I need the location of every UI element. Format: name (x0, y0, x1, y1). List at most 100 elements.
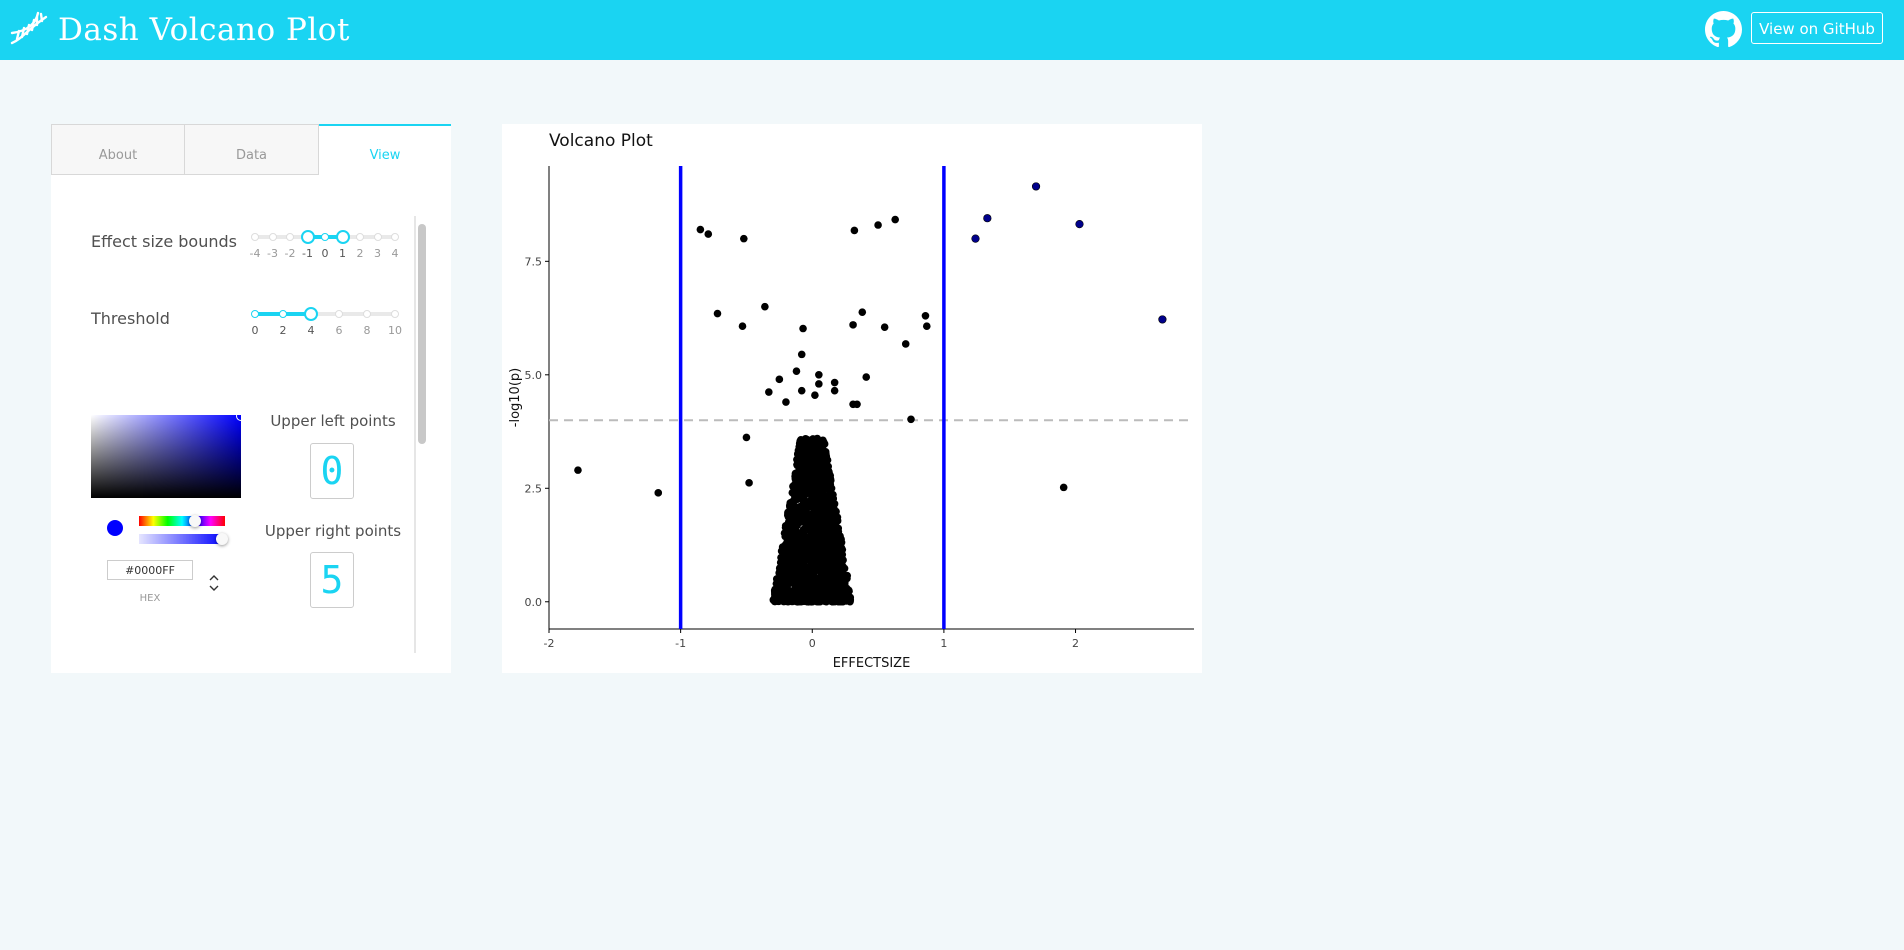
data-point (805, 532, 814, 541)
data-point (797, 350, 806, 359)
highlighted-data-point (983, 214, 992, 223)
data-point (792, 367, 801, 375)
effect-size-slider-mark-label: -2 (284, 247, 296, 260)
hue-slider[interactable] (139, 516, 225, 526)
data-point (782, 398, 790, 406)
x-tick-label: 1 (940, 637, 947, 650)
color-saturation-area[interactable] (91, 415, 241, 498)
tab-about[interactable]: About (51, 124, 185, 175)
tab-view[interactable]: View (319, 124, 451, 175)
threshold-slider-tick-dot[interactable] (251, 310, 259, 318)
data-point (806, 587, 815, 596)
color-saturation-handle[interactable] (236, 411, 246, 421)
data-point (793, 597, 802, 606)
data-point (832, 533, 841, 542)
alpha-slider[interactable] (139, 534, 225, 544)
data-point (811, 456, 819, 465)
data-point (654, 489, 663, 497)
data-point (821, 500, 830, 509)
data-point (799, 512, 808, 521)
data-point (784, 529, 793, 538)
data-point (704, 230, 713, 238)
highlighted-data-point (971, 234, 980, 243)
data-point (785, 576, 794, 584)
effect-size-slider-tick-dot[interactable] (373, 233, 382, 241)
dna-logo-icon[interactable] (8, 9, 50, 51)
data-point (797, 502, 806, 510)
threshold-slider-tick-dot[interactable] (363, 310, 371, 318)
data-point (825, 537, 833, 545)
data-point (801, 465, 810, 474)
threshold-slider-handle[interactable] (304, 307, 318, 321)
view-on-github-button[interactable]: View on GitHub (1751, 12, 1883, 44)
effect-size-slider-tick-dot[interactable] (391, 233, 399, 241)
alpha-slider-handle[interactable] (216, 533, 228, 545)
effect-size-slider-mark-label: 4 (391, 247, 399, 260)
data-point (841, 583, 849, 592)
data-point (829, 572, 838, 580)
panel-scrollbar-track[interactable] (414, 216, 416, 653)
panel-scrollbar-thumb[interactable] (418, 224, 426, 444)
x-axis-title: EFFECTSIZE (833, 656, 911, 671)
threshold-slider-tick-dot[interactable] (335, 310, 343, 318)
data-point (802, 578, 810, 586)
hex-label: HEX (139, 593, 161, 604)
data-point (574, 466, 582, 474)
data-point (783, 546, 792, 555)
effect-size-slider-handle[interactable] (335, 230, 350, 244)
format-toggle-icon[interactable] (208, 572, 220, 594)
effect-size-slider-tick-dot[interactable] (251, 233, 259, 241)
data-point (1059, 483, 1068, 492)
top-bar: Dash Volcano Plot View on GitHub (0, 0, 1904, 60)
data-point (794, 468, 803, 476)
threshold-slider-mark-label: 10 (388, 324, 402, 337)
threshold-slider-tick-dot[interactable] (391, 310, 399, 318)
threshold-label: Threshold (91, 309, 170, 328)
data-point (874, 221, 882, 229)
y-tick-label: 7.5 (525, 255, 543, 268)
data-point (811, 497, 819, 505)
threshold-slider-tick-dot[interactable] (279, 310, 287, 318)
effect-size-slider-mark-label: 1 (339, 247, 346, 260)
data-point (830, 378, 839, 387)
data-point (808, 516, 816, 524)
effect-size-slider[interactable]: -4 -3 -2 -1 0 1 2 3 4 (250, 227, 399, 267)
data-point (742, 433, 751, 442)
data-point (838, 554, 846, 562)
threshold-slider-mark-label: 6 (335, 324, 343, 337)
data-point (801, 552, 809, 561)
upper-left-points-display: 0 (310, 443, 354, 499)
hex-color-input[interactable] (107, 560, 193, 580)
data-point (790, 537, 799, 546)
hue-slider-handle[interactable] (189, 515, 201, 527)
data-point (817, 532, 826, 541)
threshold-slider-rail[interactable] (255, 312, 395, 316)
data-point (713, 309, 722, 318)
effect-size-slider-handle[interactable] (300, 230, 315, 244)
threshold-slider[interactable]: 0 2 4 6 8 10 (251, 304, 402, 344)
effect-size-slider-tick-dot[interactable] (286, 233, 294, 241)
effect-size-slider-tick-dot[interactable] (321, 233, 329, 241)
data-point (790, 482, 799, 490)
data-point (795, 533, 804, 542)
data-point (775, 375, 784, 384)
data-point (804, 436, 812, 445)
data-point (813, 434, 822, 443)
data-point (788, 554, 797, 563)
github-icon[interactable] (1705, 11, 1742, 48)
x-tick-label: -2 (544, 637, 555, 650)
effect-size-slider-tick-dot[interactable] (268, 233, 277, 241)
control-panel: About Data View Effect size bounds -4 -3-… (51, 124, 451, 673)
data-point (817, 447, 825, 456)
data-point (907, 415, 915, 424)
data-point (829, 503, 838, 512)
volcano-plot[interactable]: Volcano Plot -2 -1 0 1 2 0.0 2.5 5.0 7.5 EFFECTSIZ… (502, 124, 1202, 673)
tab-data[interactable]: Data (184, 124, 319, 175)
data-point (853, 400, 861, 409)
data-point (772, 590, 780, 599)
data-point (822, 452, 831, 461)
effect-size-slider-tick-dot[interactable] (356, 233, 364, 241)
data-point (824, 462, 833, 471)
plot-title: Volcano Plot (549, 131, 653, 151)
data-point (740, 234, 748, 243)
